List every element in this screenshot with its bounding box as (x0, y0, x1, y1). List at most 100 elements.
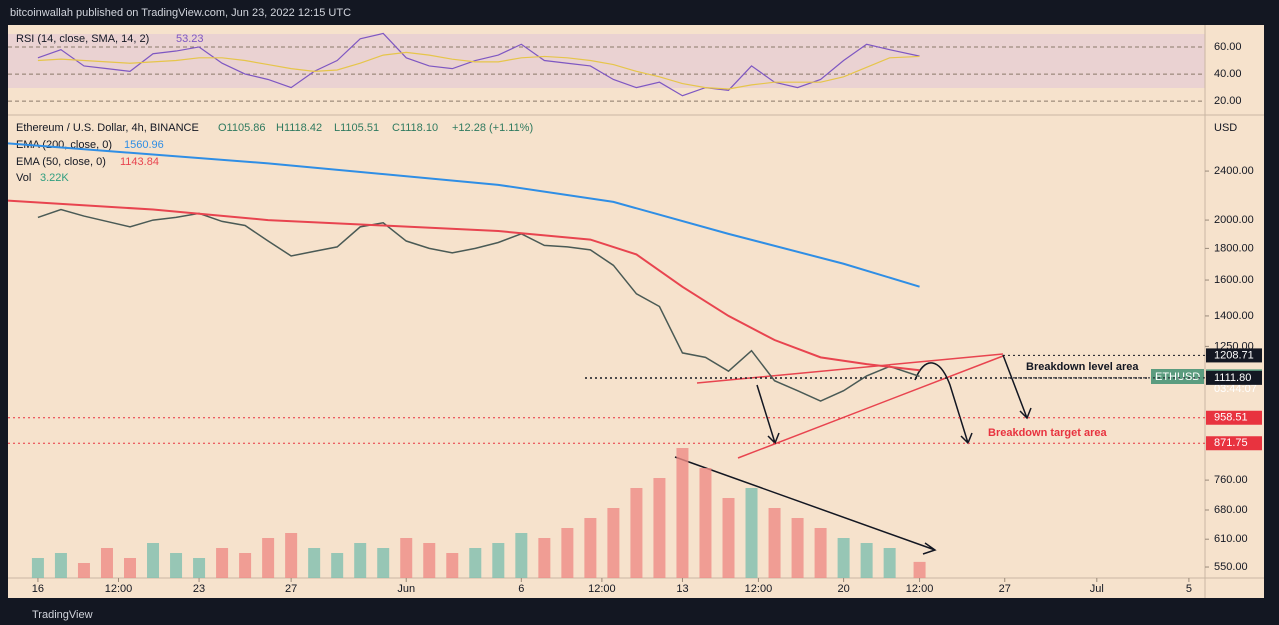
volume-bar (331, 553, 344, 578)
level-label: 1111.80 (1214, 372, 1251, 384)
level-box (1206, 410, 1262, 425)
symbol: Ethereum / U.S. Dollar, 4h, BINANCE (16, 122, 199, 134)
volume-bar (308, 548, 321, 578)
volume-bar (216, 548, 229, 578)
trend-lower (737, 355, 1004, 459)
level-box (1206, 348, 1262, 363)
series-line (37, 208, 920, 402)
x-tick-label: 12:00 (588, 583, 616, 595)
volume-bar (768, 508, 781, 578)
publisher: bitcoinwallah published on TradingView.c… (10, 7, 351, 19)
volume-bar (100, 548, 113, 578)
y-tick-label: 2000.00 (1214, 214, 1254, 226)
volume-bar (561, 528, 574, 578)
rsi-value: 53.23 (176, 33, 204, 45)
x-tick-label: 20 (837, 583, 849, 595)
footer: TradingView (32, 609, 93, 621)
volume-bar (515, 533, 528, 578)
volume-bar (676, 448, 689, 578)
volume-bar (913, 561, 926, 578)
volume-bar (54, 553, 67, 578)
y-tick-label: 1600.00 (1214, 274, 1254, 286)
x-tick-label: 6 (518, 583, 524, 595)
change: +12.28 (+1.11%) (452, 122, 533, 134)
ema200: EMA (200, close, 0) (16, 139, 112, 151)
symbol-tag (1151, 369, 1204, 384)
x-tick-label: 12:00 (745, 583, 773, 595)
volume-bar (492, 543, 505, 578)
volume-bar (469, 548, 482, 578)
ema200-value: 1560.96 (124, 139, 164, 151)
volume-bar (31, 558, 44, 578)
x-tick-label: 16 (32, 583, 44, 595)
y-tick-label: 610.00 (1214, 533, 1248, 545)
x-tick-label: 5 (1186, 583, 1192, 595)
rsi-band (8, 34, 1205, 88)
level-label: 1208.71 (1214, 349, 1254, 361)
volume-bar (607, 508, 620, 578)
y-tick-label: 1400.00 (1214, 310, 1254, 322)
rsi-tick-label: 60.00 (1214, 41, 1242, 53)
volume-bar (883, 548, 896, 578)
x-tick-label: 23 (193, 583, 205, 595)
volume-bar (354, 543, 367, 578)
level-label: 871.75 (1214, 437, 1248, 449)
open: O1105.86 (218, 122, 266, 134)
volume-bar (814, 528, 827, 578)
volume-bar (630, 488, 643, 578)
vol-value: 3.22K (40, 172, 69, 184)
trend-upper (696, 353, 1004, 384)
volume-bar (262, 538, 275, 578)
volume-bar (377, 548, 390, 578)
level-note: Breakdown level area (1026, 361, 1139, 373)
y-tick-label: 760.00 (1214, 474, 1248, 486)
volume-bar (423, 543, 436, 578)
level-box (1206, 436, 1262, 451)
volume-bar (653, 478, 666, 578)
symbol-tag-text: ETHUSD (1155, 371, 1200, 383)
volume-bar (170, 553, 183, 578)
volume-bar (837, 538, 850, 578)
volume-bar (147, 543, 160, 578)
arrow (674, 456, 937, 555)
target-note: Breakdown target area (988, 427, 1107, 439)
rsi-line (37, 51, 920, 90)
volume-bar (584, 518, 597, 578)
x-tick-label: 12:00 (105, 583, 133, 595)
countdown: 03:44:07 (1214, 383, 1257, 395)
vol: Vol (16, 172, 31, 184)
rsi-tick-label: 20.00 (1214, 95, 1242, 107)
ema50-value: 1143.84 (120, 156, 159, 168)
volume-bar (285, 533, 298, 578)
x-tick-label: 27 (285, 583, 297, 595)
volume-bar (446, 553, 459, 578)
volume-bar (860, 543, 873, 578)
series-line (7, 142, 920, 288)
arrow (1002, 354, 1032, 420)
volume-bar (699, 468, 712, 578)
volume-bar (193, 558, 206, 578)
volume-bar (400, 538, 413, 578)
x-tick-label: 13 (676, 583, 688, 595)
volume-bar (239, 553, 252, 578)
ema50: EMA (50, close, 0) (16, 156, 106, 168)
close: C1118.10 (392, 122, 438, 134)
rsi-tick-label: 40.00 (1214, 68, 1242, 80)
y-tick-label: 680.00 (1214, 504, 1248, 516)
x-tick-label: 27 (999, 583, 1011, 595)
x-tick-label: Jun (397, 583, 415, 595)
volume-bar (791, 518, 804, 578)
x-tick-label: Jul (1090, 583, 1104, 595)
rsi-legend: RSI (14, close, SMA, 14, 2) (16, 33, 149, 45)
level-label: 958.51 (1214, 412, 1248, 424)
y-tick-label: 1800.00 (1214, 242, 1254, 254)
high: H1118.42 (276, 122, 322, 134)
currency: USD (1214, 122, 1237, 134)
volume-bar (77, 563, 90, 578)
volume-bar (124, 558, 137, 578)
level-box (1206, 370, 1262, 385)
rsi-line (37, 32, 920, 97)
series-line (7, 199, 920, 372)
volume-bar (745, 488, 758, 578)
